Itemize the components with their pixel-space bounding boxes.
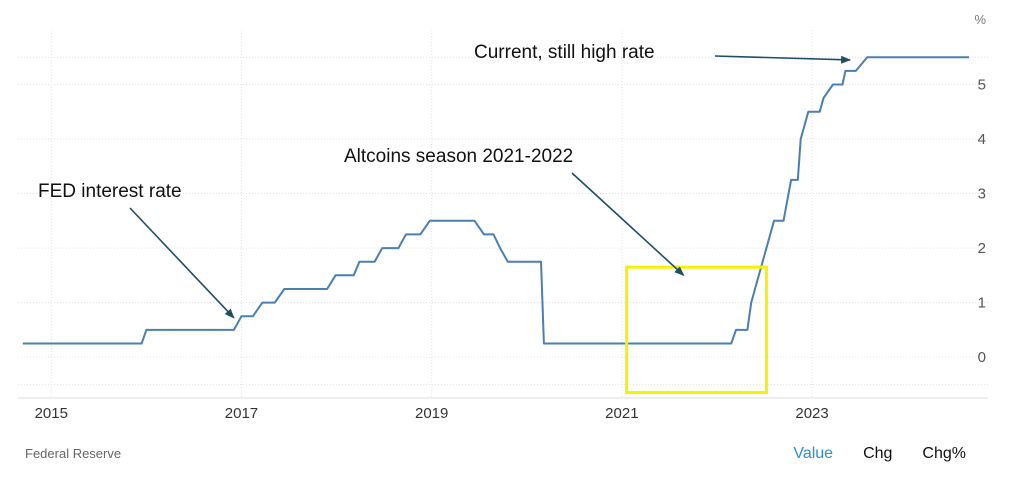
y-unit-label: % (974, 12, 986, 27)
highlight-box (625, 265, 768, 395)
tab-chg[interactable]: Chg (863, 445, 893, 462)
x-tick-label-2015: 2015 (35, 405, 68, 422)
source-label: Federal Reserve (25, 446, 122, 461)
x-tick-label-2023: 2023 (795, 405, 828, 422)
annotation-text-1: Altcoins season 2021-2022 (344, 146, 573, 167)
y-tick-label-1: 1 (978, 295, 986, 312)
view-tabs: Value Chg Chg% (793, 445, 966, 463)
x-tick-label-2019: 2019 (415, 405, 448, 422)
annotation-arrow-2 (714, 55, 852, 64)
tab-chg-percent[interactable]: Chg% (922, 445, 966, 462)
series-line-fed-rate (22, 56, 969, 345)
y-tick-label-3: 3 (978, 186, 986, 203)
tab-value[interactable]: Value (793, 445, 834, 462)
x-ticks: 2015 2017 2019 2021 2023 (35, 405, 829, 422)
y-tick-label-4: 4 (978, 131, 986, 148)
y-tick-label-0: 0 (978, 349, 986, 366)
y-ticks: 0 1 2 3 4 5 (978, 77, 986, 367)
y-tick-label-5: 5 (978, 77, 986, 94)
x-tick-label-2021: 2021 (605, 405, 638, 422)
y-tick-label-2: 2 (978, 240, 986, 257)
grid (18, 30, 988, 398)
annotations: FED interest rate Altcoins season 2021-20… (38, 42, 852, 319)
annotation-arrow-1 (571, 172, 685, 277)
annotation-arrow-0 (129, 207, 235, 319)
x-tick-label-2017: 2017 (225, 405, 258, 422)
annotation-text-0: FED interest rate (38, 181, 182, 202)
annotation-text-2: Current, still high rate (474, 42, 655, 63)
